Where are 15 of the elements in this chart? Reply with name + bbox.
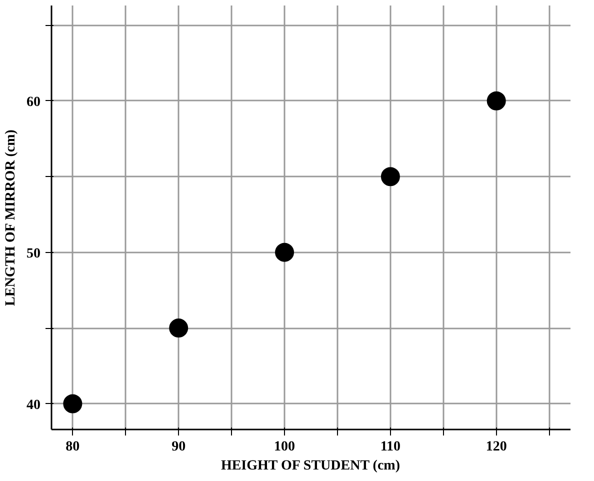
point	[169, 318, 188, 338]
point	[486, 91, 506, 110]
point	[63, 394, 82, 414]
y-axis-title: LENGTH OF MIRROR (cm)	[4, 129, 18, 306]
x-tick-label: 80	[66, 440, 80, 454]
x-tick-label: 100	[274, 440, 296, 454]
x-tick-label: 110	[380, 440, 401, 454]
x-tick-label: 90	[172, 440, 186, 454]
y-tick-label: 40	[26, 398, 40, 413]
point	[380, 167, 400, 186]
x-tick-label: 120	[486, 440, 507, 454]
point	[275, 242, 294, 262]
y-tick-label: 50	[26, 246, 40, 262]
x-axis-title: HEIGHT OF STUDENT (cm)	[220, 458, 400, 474]
y-tick-label: 60	[26, 94, 40, 110]
